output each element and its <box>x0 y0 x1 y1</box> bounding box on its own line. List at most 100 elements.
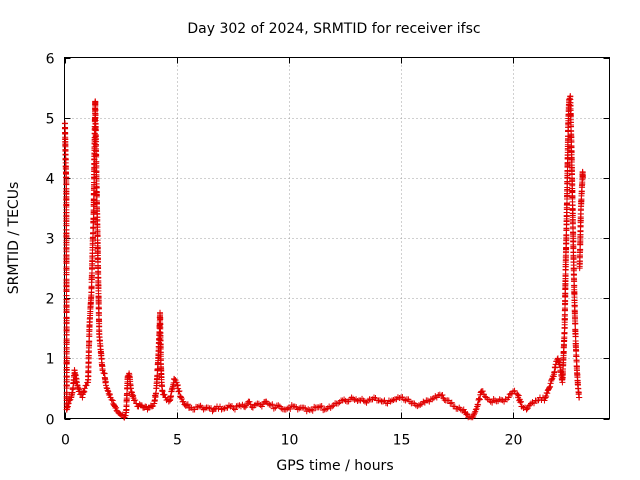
data-point-0-130 <box>424 397 431 404</box>
data-point-0-157-2 <box>547 383 554 390</box>
chart-title: Day 302 of 2024, SRMTID for receiver ifs… <box>187 21 480 37</box>
data-point-0-133-1 <box>439 391 446 398</box>
data-point-0-104 <box>308 406 315 413</box>
data-point-0-157-5 <box>548 376 555 383</box>
data-point-0-140-2 <box>470 411 477 418</box>
data-point-0-173-10 <box>572 320 579 327</box>
data-point-0-56-1 <box>150 403 157 410</box>
y-tick-label-5: 5 <box>46 112 55 128</box>
data-point-0-120 <box>379 398 386 405</box>
data-point-0-152-1 <box>524 405 531 412</box>
data-point-0-102-1 <box>300 404 307 411</box>
data-point-0-85-2 <box>225 402 232 409</box>
y-axis: 0 1 2 3 4 5 6 <box>46 52 610 429</box>
data-point-0-79 <box>196 403 203 410</box>
data-point-0-100-1 <box>291 403 298 410</box>
data-point-0-146 <box>496 396 503 403</box>
data-point-0-19-15 <box>90 225 97 232</box>
data-point-0-84-2 <box>221 405 228 412</box>
data-point-0-99-1 <box>287 406 294 413</box>
data-point-0-146-2 <box>499 397 506 404</box>
data-point-0-128-1 <box>417 401 424 408</box>
data-point-0-49 <box>133 400 140 407</box>
data-point-0-73-1 <box>176 387 183 394</box>
data-point-0-138 <box>460 406 467 413</box>
data-point-0-116 <box>362 398 369 405</box>
data-point-0-157-1 <box>546 384 553 391</box>
data-point-0-87-2 <box>234 402 241 409</box>
data-point-0-74-1 <box>178 396 185 403</box>
data-point-0-14 <box>81 385 88 392</box>
data-point-0-99-2 <box>288 402 295 409</box>
data-point-0-92-2 <box>257 402 264 409</box>
data-point-0-135-1 <box>448 399 455 406</box>
data-point-0-108-2 <box>329 403 336 410</box>
grid-lines <box>64 57 610 419</box>
data-point-0-116-2 <box>365 397 372 404</box>
data-point-0-90-1 <box>246 398 253 405</box>
data-point-0-150-6 <box>517 398 524 405</box>
data-point-0-84 <box>218 406 225 413</box>
data-point-0-96-2 <box>275 402 282 409</box>
data-point-0-99 <box>285 404 292 411</box>
data-point-0-131-2 <box>432 393 439 400</box>
data-point-1-6 <box>580 174 587 181</box>
data-point-0-163-13 <box>561 306 568 313</box>
x-tick-label-1: 5 <box>173 433 182 449</box>
data-point-0-144 <box>487 398 494 405</box>
data-point-0-177 <box>576 394 583 401</box>
data-point-0-15 <box>83 382 90 389</box>
y-tick-label-3: 3 <box>46 232 55 248</box>
data-point-0-149-1 <box>511 387 518 394</box>
data-point-0-135 <box>447 400 454 407</box>
data-point-0-76-1 <box>184 401 191 408</box>
data-point-0-145 <box>492 397 499 404</box>
x-axis: 0 5 10 15 20 <box>61 57 523 449</box>
data-point-0-95 <box>267 402 274 409</box>
data-point-0-131 <box>429 396 436 403</box>
data-point-0-136-2 <box>454 405 461 412</box>
data-point-0-129 <box>420 398 427 405</box>
data-point-0-41-3 <box>122 412 129 419</box>
data-point-0-153-2 <box>530 400 537 407</box>
data-point-0-31 <box>99 367 106 374</box>
data-point-0-125 <box>402 397 409 404</box>
data-point-0-106-1 <box>318 402 325 409</box>
data-point-0-111-2 <box>342 397 349 404</box>
data-point-0-118 <box>371 394 378 401</box>
data-point-0-5 <box>66 397 73 404</box>
x-tick-label-2: 10 <box>281 433 299 449</box>
data-point-0-107-1 <box>323 406 330 413</box>
data-point-0-3-1 <box>64 404 71 411</box>
data-point-0-156-2 <box>542 394 549 401</box>
data-point-0-127-2 <box>414 403 421 410</box>
data-point-0-114-1 <box>354 398 361 405</box>
data-point-0-102-2 <box>302 405 309 412</box>
data-point-0-156-3 <box>543 393 550 400</box>
x-tick-label-3: 15 <box>393 433 411 449</box>
data-point-0-33-3 <box>104 387 111 394</box>
data-point-0-71 <box>171 376 178 383</box>
data-point-0-97-1 <box>278 405 285 412</box>
data-point-0-104-1 <box>309 407 316 414</box>
y-tick-label-2: 2 <box>46 292 55 308</box>
y-axis-label: SRMTID / TECUs <box>6 182 22 295</box>
x-tick-label-4: 20 <box>505 433 523 449</box>
data-points <box>61 93 587 421</box>
data-point-0-34-3 <box>106 391 113 398</box>
data-point-0-90-2 <box>247 401 254 408</box>
data-point-0-140-3 <box>471 410 478 417</box>
y-tick-label-0: 0 <box>46 413 55 429</box>
data-point-0-103-2 <box>306 407 313 414</box>
data-point-0-152 <box>523 406 530 413</box>
data-point-0-36 <box>109 397 116 404</box>
data-point-0-16-27 <box>86 338 93 345</box>
data-point-0-157-4 <box>548 377 555 384</box>
data-point-0-142-3 <box>482 393 489 400</box>
y-tick-label-4: 4 <box>46 172 55 188</box>
y-tick-label-1: 1 <box>46 352 55 368</box>
data-point-0-140-5 <box>472 406 479 413</box>
data-point-0-148 <box>505 394 512 401</box>
data-point-0-89-2 <box>243 402 250 409</box>
